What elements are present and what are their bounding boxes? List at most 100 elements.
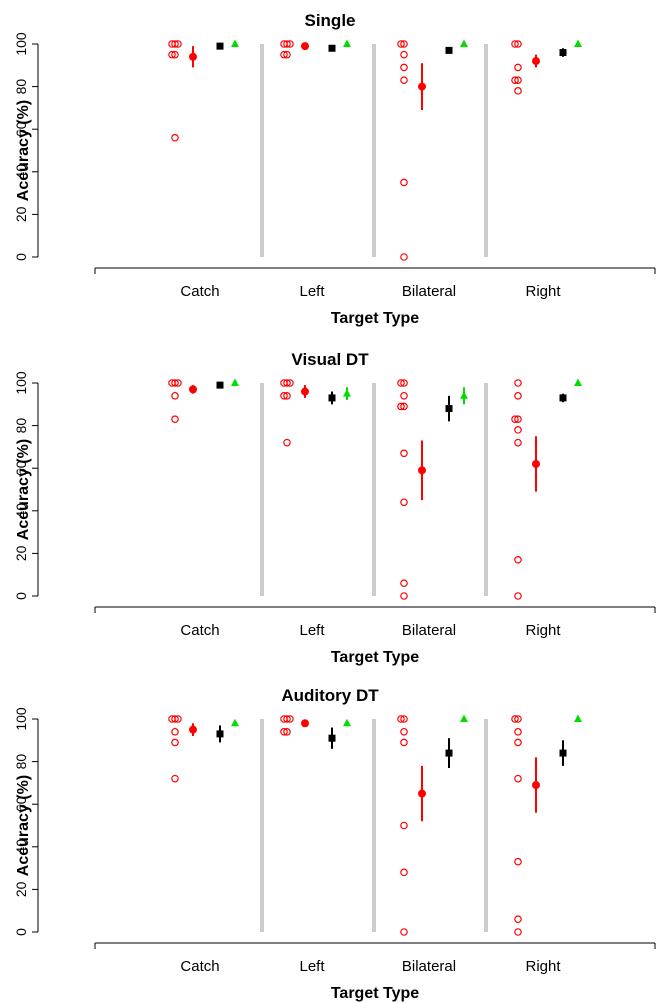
y-tick-label: 60 [13,460,29,476]
category-label: Bilateral [402,283,456,300]
individual-point [511,715,519,723]
category-label: Left [299,958,325,975]
category-label: Right [525,622,561,639]
individual-point [280,727,288,736]
individual-point [280,391,288,400]
category-label: Bilateral [402,622,456,639]
individual-point [397,40,405,48]
individual-point [397,379,405,387]
square-point [559,49,567,57]
individual-point [514,928,522,936]
individual-point [171,774,179,783]
individual-point [400,821,408,830]
individual-point [283,379,291,387]
y-tick-label: 20 [13,545,29,561]
y-axis-title: Accuracy (%) [15,775,32,876]
square-point [445,46,453,54]
mean-point [532,781,540,790]
y-axis-title: Accuracy (%) [15,100,32,201]
individual-point [171,715,179,723]
square-point [445,749,453,757]
individual-point [514,857,522,866]
individual-point [514,379,522,387]
individual-point [511,415,519,424]
individual-point [283,438,291,447]
individual-point [514,426,522,434]
square-point [328,44,336,52]
y-tick-label: 20 [13,206,29,222]
triangle-point [574,714,582,722]
individual-point [397,402,405,411]
panel-title: Auditory DT [281,686,379,705]
x-axis-title: Target Type [331,649,419,666]
mean-point [532,57,540,66]
individual-point [168,50,176,59]
individual-point [514,727,522,736]
square-point [559,394,567,402]
individual-point [171,391,179,400]
individual-point [400,379,408,387]
triangle-point [343,389,351,397]
individual-point [400,178,408,187]
triangle-point [231,39,239,47]
chart-panel: Single Accuracy (%) 0 20 40 60 80 100 Catch Left B… [13,11,656,327]
individual-point [514,715,522,723]
triangle-point [574,39,582,47]
y-tick-label: 80 [13,79,29,95]
y-axis-title: Accuracy (%) [15,439,32,540]
individual-point [171,738,179,747]
individual-point [283,391,291,400]
category-label: Right [525,958,561,975]
panel-title: Single [304,11,355,30]
individual-point [283,715,291,723]
individual-point [286,379,294,387]
individual-point [514,774,522,783]
individual-point [280,50,288,59]
y-tick-label: 60 [13,796,29,812]
individual-point [171,727,179,736]
y-tick-label: 40 [13,503,29,519]
individual-point [514,76,522,85]
mean-point [418,789,426,798]
individual-point [286,40,294,48]
square-point [559,749,567,757]
square-point [216,730,224,738]
individual-point [171,133,179,142]
individual-point [171,415,179,424]
triangle-point [343,39,351,47]
triangle-point [574,378,582,386]
y-tick-label: 100 [13,371,29,395]
individual-point [174,40,182,48]
y-tick-label: 80 [13,754,29,770]
individual-point [400,738,408,747]
individual-point [400,868,408,877]
individual-point [514,63,522,72]
individual-point [171,40,179,48]
triangle-point [343,718,351,727]
triangle-point [460,714,468,722]
mean-point [189,385,197,394]
mean-point [189,725,197,734]
individual-point [397,715,405,723]
mean-point [189,52,197,61]
individual-point [400,76,408,85]
y-tick-label: 0 [13,253,29,261]
panel-title: Visual DT [291,350,369,369]
individual-point [400,498,408,507]
individual-point [171,379,179,387]
individual-point [514,87,522,95]
individual-point [514,592,522,600]
individual-point [174,715,182,723]
individual-point [400,592,408,600]
individual-point [400,928,408,936]
category-label: Right [525,283,561,300]
x-axis-title: Target Type [331,985,419,1002]
individual-point [400,449,408,458]
individual-point [400,50,408,59]
individual-point [400,391,408,400]
y-tick-label: 40 [13,164,29,180]
y-tick-label: 100 [13,32,29,56]
triangle-point [460,391,468,399]
individual-point [283,40,291,48]
